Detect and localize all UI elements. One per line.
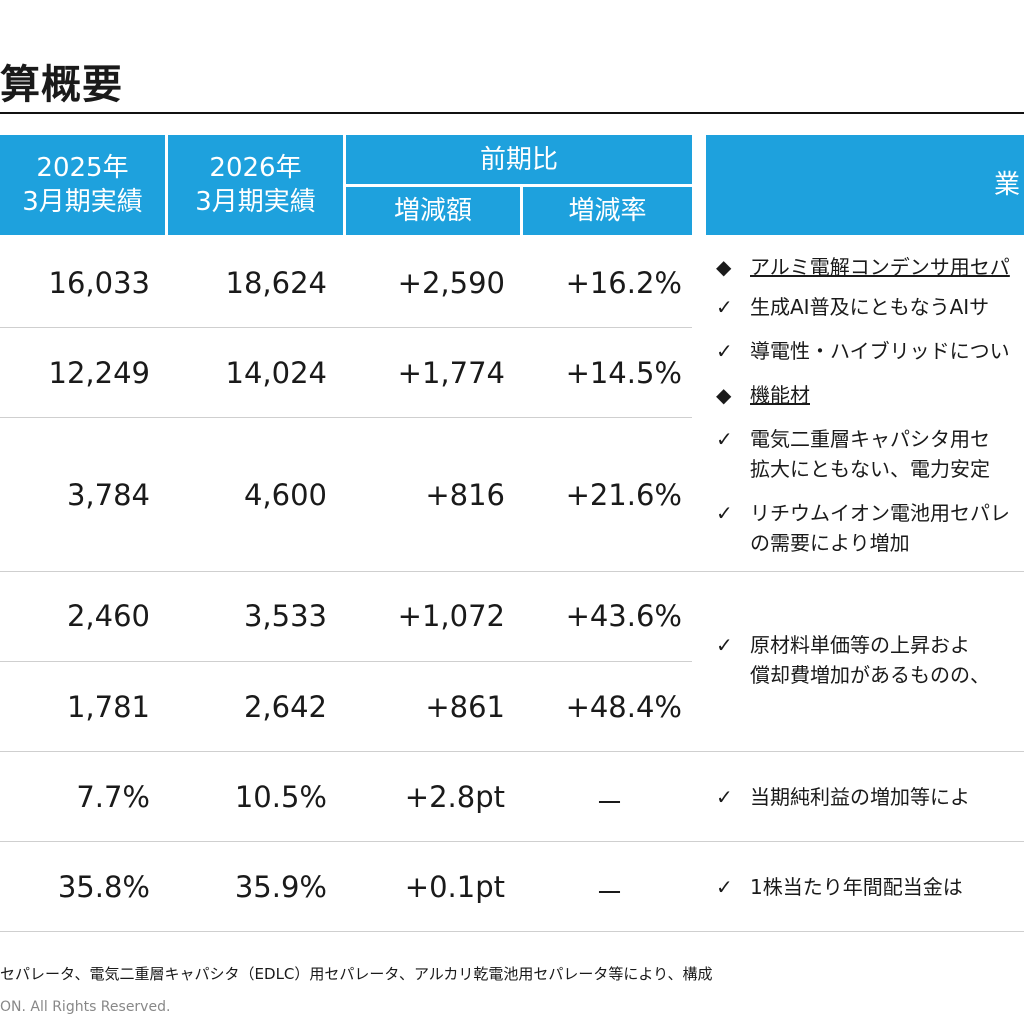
row-divider xyxy=(0,751,1024,752)
commentary-item: の需要により増加 xyxy=(750,531,910,555)
header-commentary: 業 xyxy=(706,135,1024,235)
commentary-item: ✓ 当期純利益の増加等によ xyxy=(716,785,970,809)
cell-fy2026: 2,642 xyxy=(243,690,327,724)
header-change-amount: 増減額 xyxy=(346,187,520,235)
cell-rate: +21.6% xyxy=(565,478,682,512)
row-divider xyxy=(0,327,692,328)
header-change-rate: 増減率 xyxy=(523,187,692,235)
row-divider xyxy=(0,417,692,418)
header-fy2025: 2025年 3月期実績 xyxy=(0,135,165,235)
cell-change: +2.8pt xyxy=(404,780,505,814)
commentary-item: ✓ 1株当たり年間配当金は xyxy=(716,875,963,899)
header-fy2025-line2: 3月期実績 xyxy=(22,187,143,217)
header-fy2026: 2026年 3月期実績 xyxy=(168,135,343,235)
cell-change: +0.1pt xyxy=(404,870,505,904)
commentary-item: ◆ 機能材 xyxy=(716,383,810,407)
title-divider xyxy=(0,112,1024,114)
cell-fy2025: 1,781 xyxy=(66,690,150,724)
cell-rate: +43.6% xyxy=(565,599,682,633)
cell-fy2025: 7.7% xyxy=(76,780,150,814)
cell-fy2025: 12,249 xyxy=(48,356,150,390)
cell-change: +1,072 xyxy=(397,599,505,633)
commentary-item: 拡大にともない、電力安定 xyxy=(750,457,990,481)
commentary-item: ✓ 導電性・ハイブリッドについ xyxy=(716,339,1010,363)
cell-change: +816 xyxy=(425,478,505,512)
cell-rate: － xyxy=(594,876,624,910)
header-yoy-group: 前期比 xyxy=(346,135,692,184)
cell-fy2026: 10.5% xyxy=(234,780,327,814)
header-fy2025-line1: 2025年 xyxy=(36,153,129,183)
cell-fy2026: 14,024 xyxy=(225,356,327,390)
cell-change: +1,774 xyxy=(397,356,505,390)
header-fy2026-line1: 2026年 xyxy=(209,153,302,183)
cell-fy2026: 18,624 xyxy=(225,266,327,300)
commentary-item: ✓ 電気二重層キャパシタ用セ xyxy=(716,427,990,451)
cell-rate: +48.4% xyxy=(565,690,682,724)
row-divider xyxy=(0,841,1024,842)
commentary-item: 償却費増加があるものの、 xyxy=(750,663,990,687)
cell-rate: － xyxy=(594,786,624,820)
cell-fy2025: 3,784 xyxy=(66,478,150,512)
commentary-item: ✓ リチウムイオン電池用セパレ xyxy=(716,501,1010,525)
cell-rate: +16.2% xyxy=(565,266,682,300)
cell-fy2025: 2,460 xyxy=(66,599,150,633)
cell-fy2025: 35.8% xyxy=(57,870,150,904)
footnote: セパレータ、電気二重層キャパシタ（EDLC）用セパレータ、アルカリ乾電池用セパレ… xyxy=(0,965,713,983)
cell-rate: +14.5% xyxy=(565,356,682,390)
cell-change: +861 xyxy=(425,690,505,724)
header-fy2026-line2: 3月期実績 xyxy=(195,187,316,217)
commentary-item: ◆ アルミ電解コンデンサ用セパ xyxy=(716,255,1010,279)
commentary-item: ✓ 原材料単価等の上昇およ xyxy=(716,633,970,657)
cell-fy2026: 3,533 xyxy=(243,599,327,633)
row-divider xyxy=(0,931,1024,932)
commentary-item: ✓ 生成AI普及にともなうAIサ xyxy=(716,295,990,319)
copyright: ON. All Rights Reserved. xyxy=(0,999,171,1015)
cell-change: +2,590 xyxy=(397,266,505,300)
row-divider xyxy=(0,571,1024,572)
cell-fy2026: 4,600 xyxy=(243,478,327,512)
page-title: 算概要 xyxy=(0,62,123,108)
row-divider xyxy=(0,661,692,662)
cell-fy2026: 35.9% xyxy=(234,870,327,904)
cell-fy2025: 16,033 xyxy=(48,266,150,300)
